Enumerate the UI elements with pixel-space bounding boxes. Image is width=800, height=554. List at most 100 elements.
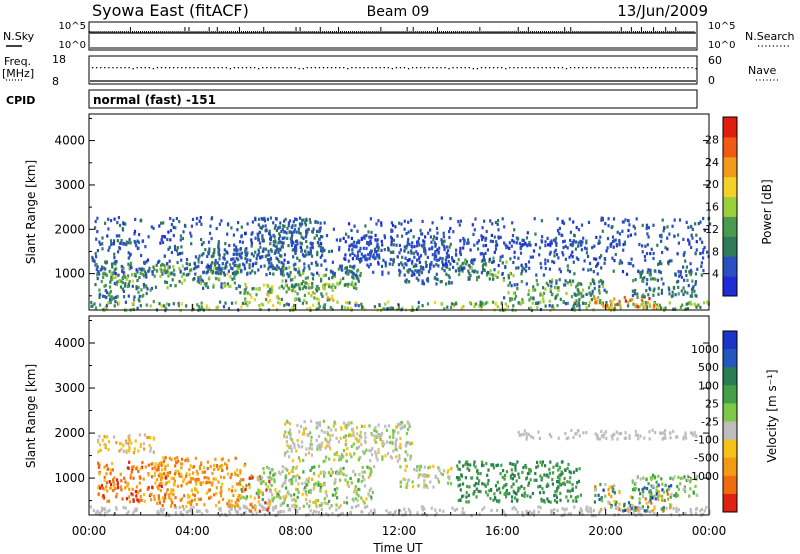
range-gate-cell [571, 244, 574, 248]
range-gate-cell [334, 285, 337, 289]
range-gate-cell [236, 498, 239, 502]
range-gate-cell [113, 304, 116, 308]
range-gate-cell [536, 282, 539, 287]
range-gate-cell [573, 272, 576, 276]
range-gate-cell [185, 266, 188, 270]
power-colorbar-tick-label: 20 [705, 178, 719, 191]
range-gate-cell [615, 500, 618, 504]
range-gate-cell [403, 273, 406, 277]
range-gate-cell [687, 284, 690, 288]
range-gate-cell [593, 298, 596, 302]
range-gate-cell [503, 225, 506, 229]
freq-sample [104, 67, 106, 69]
range-gate-cell [549, 241, 552, 245]
range-gate-cell [104, 283, 107, 287]
range-gate-cell [391, 223, 395, 227]
range-gate-cell [467, 238, 470, 242]
range-gate-cell [556, 489, 559, 493]
range-gate-cell [631, 289, 634, 293]
range-gate-cell [245, 253, 248, 258]
range-gate-cell [281, 484, 284, 488]
range-gate-cell [115, 267, 118, 271]
range-gate-cell [499, 258, 502, 263]
range-gate-cell [691, 286, 694, 291]
range-gate-cell [284, 422, 287, 426]
range-gate-cell [369, 459, 372, 463]
range-gate-cell [448, 230, 451, 234]
range-gate-cell [120, 442, 123, 446]
range-gate-cell [217, 245, 220, 249]
range-gate-cell [106, 489, 109, 493]
range-gate-cell [550, 435, 553, 439]
range-gate-cell [229, 275, 232, 279]
range-gate-cell [259, 480, 262, 484]
range-gate-cell [641, 302, 644, 306]
range-gate-cell [646, 270, 649, 274]
range-gate-cell [233, 276, 236, 280]
range-gate-cell [598, 511, 601, 515]
range-gate-cell [546, 259, 550, 263]
range-gate-cell [462, 494, 465, 498]
range-gate-cell [381, 272, 384, 276]
range-gate-cell [375, 245, 378, 249]
range-gate-cell [484, 484, 487, 488]
range-gate-cell [144, 245, 147, 249]
freq-sample [124, 67, 126, 69]
range-gate-cell [605, 290, 608, 294]
nsearch-label: N.Search [745, 30, 795, 43]
range-gate-cell [162, 499, 166, 503]
range-gate-cell [144, 270, 147, 274]
freq-sample [654, 67, 657, 69]
range-gate-cell [434, 251, 437, 255]
range-gate-cell [290, 449, 293, 453]
range-gate-cell [140, 288, 143, 292]
range-gate-cell [174, 226, 177, 230]
range-gate-cell [318, 423, 322, 427]
range-gate-cell [686, 278, 689, 282]
range-gate-cell [202, 252, 205, 256]
range-gate-cell [268, 229, 271, 233]
range-gate-cell [437, 466, 440, 470]
range-gate-cell [116, 482, 119, 486]
range-gate-cell [301, 301, 304, 305]
range-gate-cell [375, 455, 378, 459]
freq-sample [351, 67, 353, 69]
range-gate-cell [699, 251, 702, 256]
range-gate-cell [276, 492, 279, 496]
range-gate-cell [490, 233, 493, 237]
freq-sample [650, 67, 653, 69]
range-gate-cell [461, 482, 465, 486]
freq-sample [420, 67, 422, 69]
range-gate-cell [403, 507, 406, 511]
range-gate-cell [410, 251, 413, 255]
range-gate-cell [448, 267, 451, 271]
range-gate-cell [267, 258, 270, 262]
range-gate-cell [618, 299, 621, 303]
range-gate-cell [105, 295, 108, 300]
range-gate-cell [415, 276, 418, 280]
range-gate-cell [202, 286, 205, 290]
range-gate-cell [309, 431, 312, 435]
range-gate-cell [153, 497, 156, 502]
range-gate-cell [262, 283, 265, 287]
range-gate-cell [643, 254, 646, 259]
range-gate-cell [660, 239, 663, 243]
range-gate-cell [373, 247, 377, 251]
range-gate-cell [147, 473, 150, 477]
range-gate-cell [228, 510, 231, 514]
range-gate-cell [566, 264, 569, 268]
range-gate-cell [94, 283, 97, 287]
range-gate-cell [700, 261, 703, 265]
range-gate-cell [313, 486, 316, 490]
range-gate-cell [169, 283, 172, 288]
range-gate-cell [594, 514, 597, 518]
range-gate-cell [109, 290, 113, 294]
range-gate-cell [512, 482, 515, 486]
range-gate-cell [104, 221, 107, 225]
range-gate-cell [380, 223, 383, 227]
range-gate-cell [349, 476, 352, 481]
range-gate-cell [226, 472, 229, 476]
range-gate-cell [281, 242, 284, 246]
range-gate-cell [321, 483, 325, 487]
